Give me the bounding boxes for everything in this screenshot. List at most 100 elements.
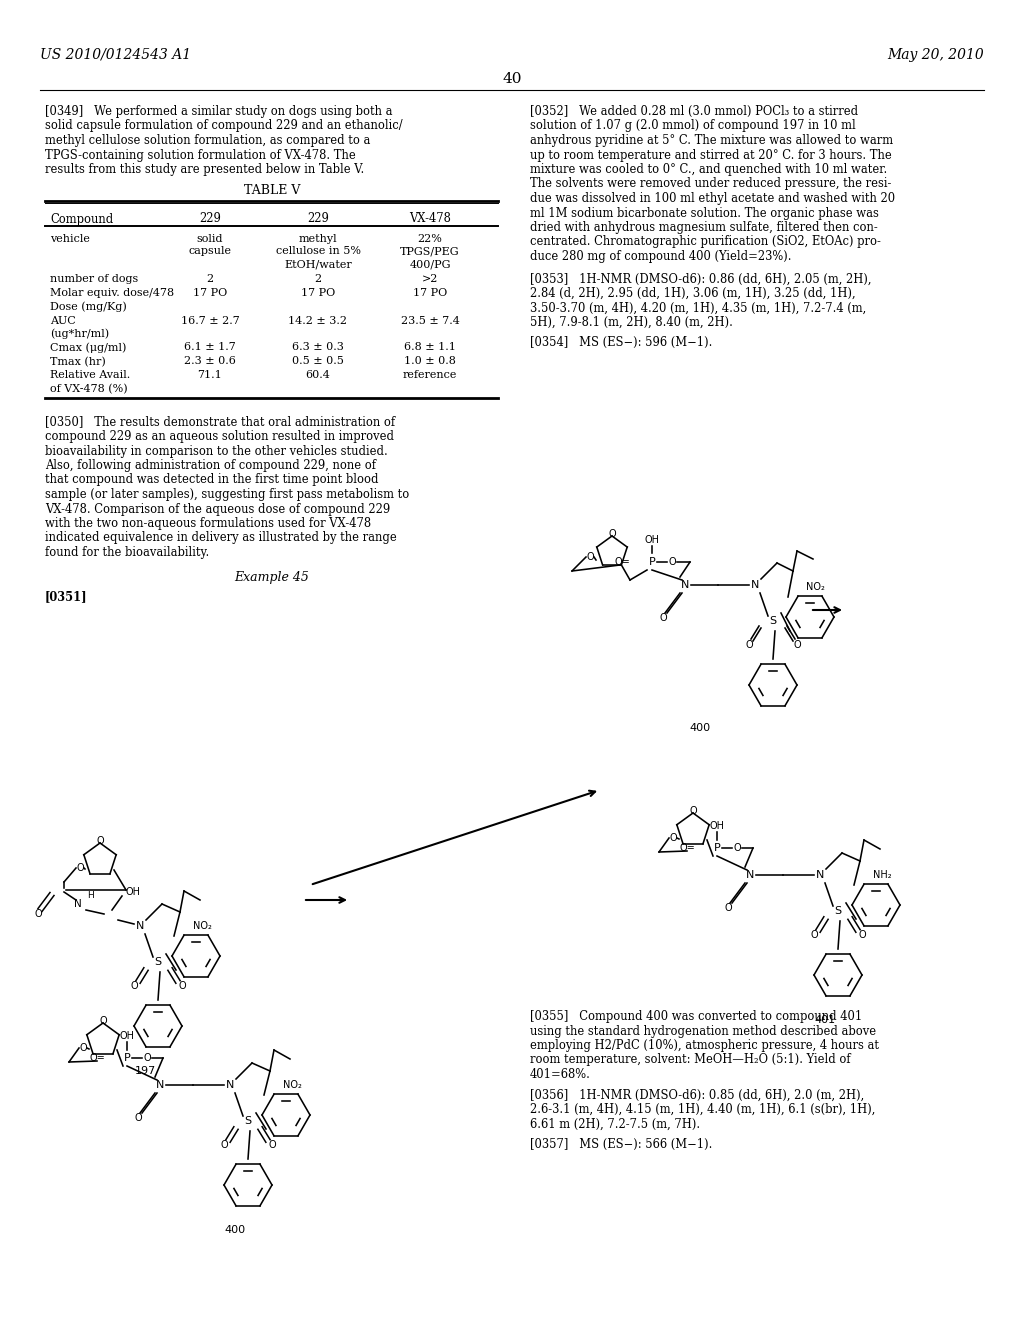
Text: H: H (87, 891, 93, 900)
Text: room temperature, solvent: MeOH—H₂O (5:1). Yield of: room temperature, solvent: MeOH—H₂O (5:1… (530, 1053, 851, 1067)
Text: P: P (124, 1053, 130, 1063)
Text: 6.1 ± 1.7: 6.1 ± 1.7 (184, 342, 236, 352)
Text: 229: 229 (199, 213, 221, 226)
Text: EtOH/water: EtOH/water (284, 260, 352, 269)
Text: P: P (714, 843, 720, 853)
Text: [0349]   We performed a similar study on dogs using both a: [0349] We performed a similar study on d… (45, 106, 392, 117)
Text: 401: 401 (814, 1015, 836, 1026)
Text: vehicle: vehicle (50, 234, 90, 243)
Text: sample (or later samples), suggesting first pass metabolism to: sample (or later samples), suggesting fi… (45, 488, 410, 502)
Text: S: S (835, 906, 842, 916)
Text: O: O (34, 909, 42, 919)
Text: reference: reference (402, 371, 457, 380)
Text: O=: O= (89, 1053, 105, 1063)
Text: >2: >2 (422, 275, 438, 285)
Text: 6.8 ± 1.1: 6.8 ± 1.1 (404, 342, 456, 352)
Text: centrated. Chromatographic purification (SiO2, EtOAc) pro-: centrated. Chromatographic purification … (530, 235, 881, 248)
Text: 60.4: 60.4 (305, 371, 331, 380)
Text: dried with anhydrous magnesium sulfate, filtered then con-: dried with anhydrous magnesium sulfate, … (530, 220, 878, 234)
Text: O: O (669, 557, 676, 568)
Text: S: S (245, 1115, 252, 1126)
Text: O: O (268, 1140, 275, 1150)
Text: 6.61 m (2H), 7.2-7.5 (m, 7H).: 6.61 m (2H), 7.2-7.5 (m, 7H). (530, 1118, 700, 1130)
Text: AUC: AUC (50, 315, 76, 326)
Text: O: O (76, 863, 84, 873)
Text: US 2010/0124543 A1: US 2010/0124543 A1 (40, 48, 191, 62)
Text: 2.84 (d, 2H), 2.95 (dd, 1H), 3.06 (m, 1H), 3.25 (dd, 1H),: 2.84 (d, 2H), 2.95 (dd, 1H), 3.06 (m, 1H… (530, 286, 856, 300)
Text: OH: OH (710, 821, 725, 832)
Text: results from this study are presented below in Table V.: results from this study are presented be… (45, 162, 365, 176)
Text: May 20, 2010: May 20, 2010 (887, 48, 984, 62)
Text: [0351]: [0351] (45, 590, 88, 603)
Text: The solvents were removed under reduced pressure, the resi-: The solvents were removed under reduced … (530, 177, 891, 190)
Text: O: O (99, 1016, 106, 1026)
Text: NH₂: NH₂ (872, 870, 891, 880)
Text: Compound: Compound (50, 213, 114, 226)
Text: 400: 400 (689, 723, 711, 733)
Text: employing H2/PdC (10%), atmospheric pressure, 4 hours at: employing H2/PdC (10%), atmospheric pres… (530, 1039, 879, 1052)
Text: Also, following administration of compound 229, none of: Also, following administration of compou… (45, 459, 376, 473)
Text: O: O (178, 981, 185, 991)
Text: methyl: methyl (299, 234, 337, 243)
Text: [0356]   1H-NMR (DMSO-d6): 0.85 (dd, 6H), 2.0 (m, 2H),: [0356] 1H-NMR (DMSO-d6): 0.85 (dd, 6H), … (530, 1089, 864, 1101)
Text: N: N (136, 921, 144, 931)
Text: found for the bioavailability.: found for the bioavailability. (45, 546, 209, 558)
Text: TABLE V: TABLE V (244, 183, 300, 197)
Text: N: N (74, 899, 82, 909)
Text: 400: 400 (224, 1225, 246, 1236)
Text: TPGS/PEG: TPGS/PEG (400, 247, 460, 256)
Text: O: O (794, 640, 801, 649)
Text: O: O (586, 552, 594, 562)
Text: O: O (733, 843, 740, 853)
Text: O: O (745, 640, 753, 649)
Text: 22%: 22% (418, 234, 442, 243)
Text: cellulose in 5%: cellulose in 5% (275, 247, 360, 256)
Text: 6.3 ± 0.3: 6.3 ± 0.3 (292, 342, 344, 352)
Text: 229: 229 (307, 213, 329, 226)
Text: O: O (689, 807, 696, 816)
Text: bioavailability in comparison to the other vehicles studied.: bioavailability in comparison to the oth… (45, 445, 388, 458)
Text: 400/PG: 400/PG (410, 260, 451, 269)
Text: O=: O= (614, 557, 630, 568)
Text: Tmax (hr): Tmax (hr) (50, 356, 105, 367)
Text: O=: O= (679, 843, 695, 853)
Text: O: O (670, 833, 677, 843)
Text: O: O (79, 1043, 87, 1053)
Text: OH: OH (120, 1031, 134, 1041)
Text: Cmax (μg/ml): Cmax (μg/ml) (50, 342, 126, 352)
Text: O: O (810, 931, 818, 940)
Text: O: O (724, 903, 732, 913)
Text: of VX-478 (%): of VX-478 (%) (50, 384, 128, 393)
Text: Relative Avail.: Relative Avail. (50, 371, 130, 380)
Text: NO₂: NO₂ (806, 582, 824, 591)
Text: that compound was detected in the first time point blood: that compound was detected in the first … (45, 474, 379, 487)
Text: solid capsule formulation of compound 229 and an ethanolic/: solid capsule formulation of compound 22… (45, 120, 402, 132)
Text: VX-478. Comparison of the aqueous dose of compound 229: VX-478. Comparison of the aqueous dose o… (45, 503, 390, 516)
Text: 2: 2 (207, 275, 214, 285)
Text: [0357]   MS (ES−): 566 (M−1).: [0357] MS (ES−): 566 (M−1). (530, 1138, 713, 1151)
Text: O: O (143, 1053, 151, 1063)
Text: 197: 197 (134, 1067, 156, 1076)
Text: duce 280 mg of compound 400 (Yield=23%).: duce 280 mg of compound 400 (Yield=23%). (530, 249, 792, 263)
Text: [0352]   We added 0.28 ml (3.0 mmol) POCl₃ to a stirred: [0352] We added 0.28 ml (3.0 mmol) POCl₃… (530, 106, 858, 117)
Text: N: N (816, 870, 824, 880)
Text: N: N (226, 1080, 234, 1090)
Text: O: O (134, 1113, 141, 1123)
Text: Example 45: Example 45 (234, 570, 309, 583)
Text: indicated equivalence in delivery as illustrated by the range: indicated equivalence in delivery as ill… (45, 532, 396, 544)
Text: N: N (751, 579, 759, 590)
Text: up to room temperature and stirred at 20° C. for 3 hours. The: up to room temperature and stirred at 20… (530, 149, 892, 161)
Text: solid: solid (197, 234, 223, 243)
Text: O: O (659, 612, 667, 623)
Text: mixture was cooled to 0° C., and quenched with 10 ml water.: mixture was cooled to 0° C., and quenche… (530, 162, 887, 176)
Text: S: S (769, 616, 776, 626)
Text: [0355]   Compound 400 was converted to compound 401: [0355] Compound 400 was converted to com… (530, 1010, 862, 1023)
Text: OH: OH (126, 887, 141, 898)
Text: 2.6-3.1 (m, 4H), 4.15 (m, 1H), 4.40 (m, 1H), 6.1 (s(br), 1H),: 2.6-3.1 (m, 4H), 4.15 (m, 1H), 4.40 (m, … (530, 1104, 876, 1115)
Text: 17 PO: 17 PO (193, 289, 227, 298)
Text: TPGS-containing solution formulation of VX-478. The: TPGS-containing solution formulation of … (45, 149, 355, 161)
Text: [0354]   MS (ES−): 596 (M−1).: [0354] MS (ES−): 596 (M−1). (530, 335, 713, 348)
Text: capsule: capsule (188, 247, 231, 256)
Text: O: O (608, 529, 615, 539)
Text: 17 PO: 17 PO (413, 289, 447, 298)
